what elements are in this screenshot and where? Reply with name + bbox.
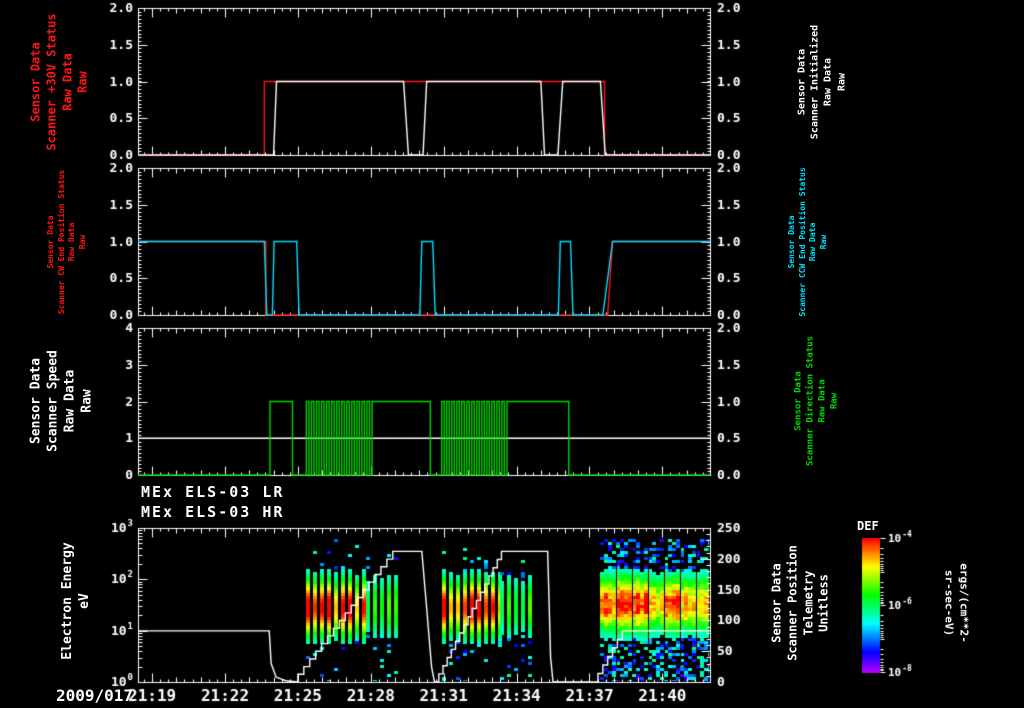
spectrogram-title-hr: MEx ELS-03 HR bbox=[141, 503, 285, 521]
panel2-left-axis-title: Sensor Data Scanner CW End Position Stat… bbox=[45, 169, 87, 315]
panel3-left-axis-title: Sensor Data Scanner Speed Raw Data Raw bbox=[28, 350, 96, 452]
panel2-right-axis-title: Sensor Data Scanner CCW End Position Sta… bbox=[786, 167, 828, 317]
spectrogram-title-lr: MEx ELS-03 LR bbox=[141, 483, 285, 501]
panel1-right-axis-title: Sensor Data Scanner Initialized Raw Data… bbox=[796, 24, 848, 140]
panel4-left-axis-title: Electron Energy eV bbox=[59, 542, 92, 660]
colorbar-title: DEF bbox=[857, 519, 879, 533]
panel3-right-axis-title: Sensor Data Scanner Direction Status Raw… bbox=[793, 335, 839, 467]
colorbar-unit-label: ergs/(cm**2-sr-sec-eV) bbox=[943, 563, 971, 643]
panel4-right-axis-title: Sensor Data Scanner Position Telemetry U… bbox=[769, 545, 831, 661]
panel1-left-axis-title: Sensor Data Scanner +30V Status Raw Data… bbox=[28, 13, 90, 151]
x-axis-date-label: 2009/017 bbox=[55, 686, 133, 705]
